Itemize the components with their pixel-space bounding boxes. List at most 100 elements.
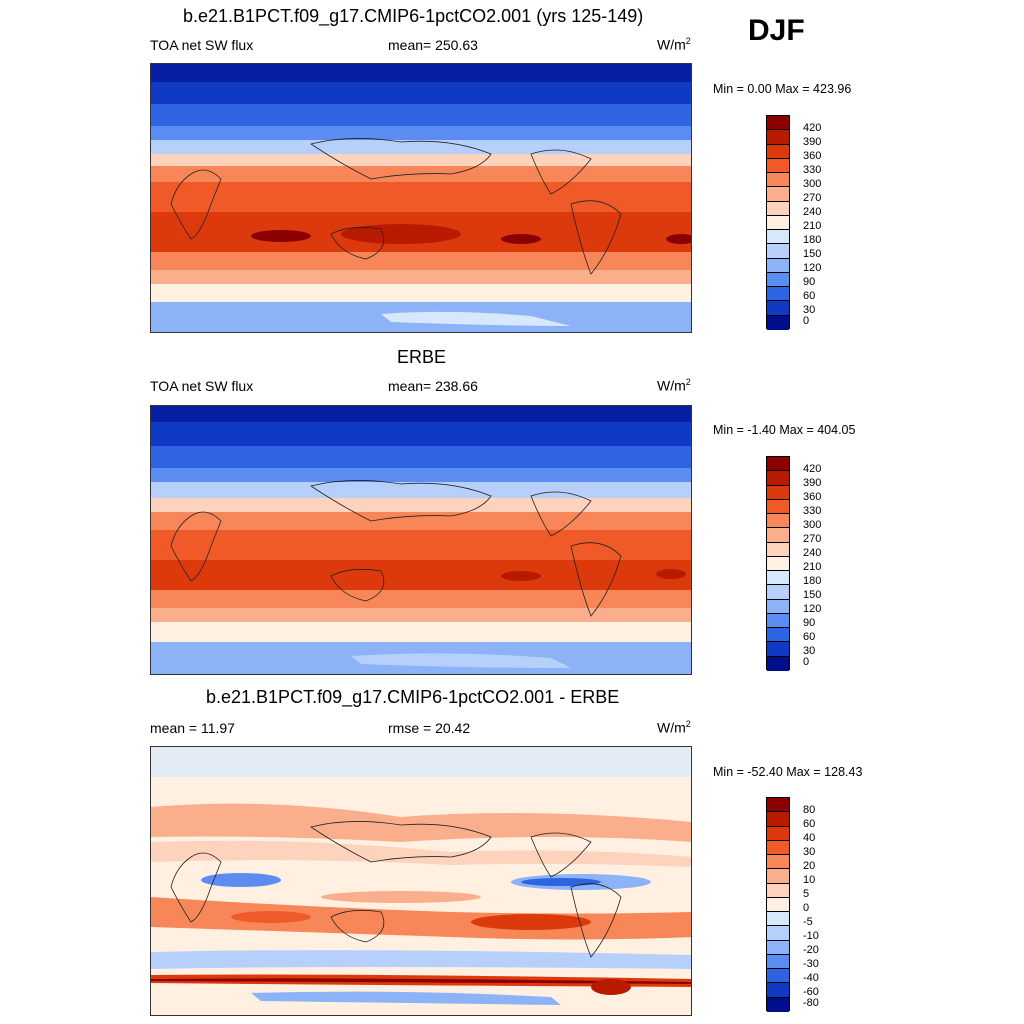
colorbar-label: 330: [803, 505, 822, 517]
colorbar-label: 180: [803, 575, 822, 587]
colorbar-cell: [767, 926, 789, 941]
colorbar-cell: [767, 883, 789, 898]
colorbar-cell: [767, 897, 789, 913]
colorbar-label: 20: [803, 860, 816, 872]
colorbar-label: 390: [803, 477, 822, 489]
colorbar-label: 360: [803, 150, 822, 162]
colorbar-cell: [767, 158, 789, 174]
colorbar-label: -80: [803, 997, 819, 1009]
colorbar-label: 5: [803, 888, 810, 900]
colorbar-cell: [767, 528, 789, 543]
colorbar-cell: [767, 272, 789, 288]
panel-2-minmax: Min = -1.40 Max = 404.05: [713, 423, 856, 437]
colorbar-cell: [767, 826, 789, 841]
colorbar-label: -60: [803, 986, 819, 998]
panel-3-colorbar: [766, 797, 790, 1012]
colorbar-cell: [767, 599, 789, 614]
colorbar-label: 120: [803, 262, 822, 274]
panel-1-title: b.e21.B1PCT.f09_g17.CMIP6-1pctCO2.001 (y…: [183, 6, 644, 26]
colorbar-cell: [767, 187, 789, 202]
panel-3-minmax: Min = -52.40 Max = 128.43: [713, 765, 863, 779]
colorbar-cell: [767, 840, 789, 856]
panel-2-title: ERBE: [397, 347, 447, 367]
colorbar-label: 300: [803, 178, 822, 190]
colorbar-cell: [767, 954, 789, 970]
panel-3-map: [150, 746, 692, 1016]
panel-1-units: W/m2: [657, 36, 691, 53]
colorbar-cell: [767, 628, 789, 643]
colorbar-label: 80: [803, 804, 816, 816]
colorbar-label: -20: [803, 944, 819, 956]
colorbar-label: 390: [803, 136, 822, 148]
colorbar-label: -10: [803, 930, 819, 942]
colorbar-cell: [767, 585, 789, 600]
colorbar-cell: [767, 869, 789, 884]
colorbar-cell: [767, 514, 789, 529]
panel-3-rmse-label: rmse = 20.42: [388, 720, 471, 736]
colorbar-label: 0: [803, 315, 810, 327]
panel-2-colorbar: [766, 456, 790, 671]
colorbar-label: 240: [803, 547, 822, 559]
panel-3-units: W/m2: [657, 719, 691, 736]
colorbar-label: 150: [803, 589, 822, 601]
colorbar-label: 360: [803, 491, 822, 503]
colorbar-cell: [767, 571, 789, 586]
panel-3-title: b.e21.B1PCT.f09_g17.CMIP6-1pctCO2.001 - …: [206, 687, 620, 707]
colorbar-cell: [767, 301, 789, 316]
panel-1-map-field: [151, 64, 691, 332]
colorbar-label: 420: [803, 122, 822, 134]
colorbar-label: 60: [803, 818, 816, 830]
colorbar-label: 240: [803, 206, 822, 218]
colorbar-label: 30: [803, 645, 816, 657]
colorbar-cell: [767, 983, 789, 998]
colorbar-cell: [767, 542, 789, 557]
colorbar-label: 60: [803, 290, 816, 302]
panel-1-minmax: Min = 0.00 Max = 423.96: [713, 82, 852, 96]
colorbar-cell: [767, 798, 789, 813]
colorbar-label: 90: [803, 617, 816, 629]
colorbar-cell: [767, 173, 789, 188]
colorbar-label: 60: [803, 631, 816, 643]
colorbar-label: 210: [803, 561, 822, 573]
colorbar-cell: [767, 144, 789, 159]
colorbar-cell: [767, 969, 789, 984]
colorbar-label: 150: [803, 248, 822, 260]
panel-1-colorbar: [766, 115, 790, 330]
colorbar-cell: [767, 258, 789, 273]
panel-2-variable-label: TOA net SW flux: [150, 378, 254, 394]
colorbar-cell: [767, 556, 789, 572]
colorbar-label: 330: [803, 164, 822, 176]
colorbar-cell: [767, 315, 789, 330]
colorbar-cell: [767, 215, 789, 231]
colorbar-label: -30: [803, 958, 819, 970]
colorbar-label: 40: [803, 832, 816, 844]
colorbar-cell: [767, 812, 789, 827]
colorbar-cell: [767, 656, 789, 671]
colorbar-label: 0: [803, 902, 810, 914]
panel-2-map: [150, 405, 692, 675]
colorbar-cell: [767, 499, 789, 515]
colorbar-cell: [767, 485, 789, 500]
colorbar-label: -40: [803, 972, 819, 984]
panel-1-variable-label: TOA net SW flux: [150, 37, 254, 53]
colorbar-cell: [767, 287, 789, 302]
colorbar-cell: [767, 642, 789, 657]
colorbar-cell: [767, 230, 789, 245]
colorbar-cell: [767, 997, 789, 1012]
colorbar-label: 0: [803, 656, 810, 668]
colorbar-label: 210: [803, 220, 822, 232]
colorbar-label: -5: [803, 916, 813, 928]
colorbar-cell: [767, 471, 789, 486]
colorbar-label: 270: [803, 533, 822, 545]
panel-1-map: [150, 63, 692, 333]
colorbar-cell: [767, 201, 789, 216]
colorbar-label: 270: [803, 192, 822, 204]
colorbar-label: 420: [803, 463, 822, 475]
colorbar-label: 180: [803, 234, 822, 246]
colorbar-cell: [767, 613, 789, 629]
colorbar-cell: [767, 130, 789, 145]
colorbar-label: 30: [803, 846, 816, 858]
colorbar-label: 120: [803, 603, 822, 615]
colorbar-cell: [767, 457, 789, 472]
panel-2-units: W/m2: [657, 377, 691, 394]
